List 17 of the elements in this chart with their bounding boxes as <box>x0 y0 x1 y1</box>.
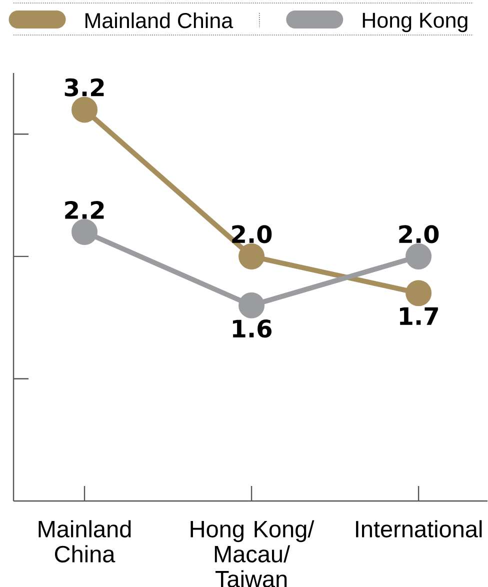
point <box>238 292 265 318</box>
point <box>406 280 432 306</box>
data-label: 1.7 <box>400 307 438 325</box>
legend-label: Hong Kong <box>363 12 468 32</box>
x-tick-label: International <box>356 520 482 538</box>
point <box>238 243 265 270</box>
x-tick-label: Mainland China <box>38 520 131 562</box>
x-tick-label: Hong Kong/ Macau/ Taiwan <box>190 520 314 587</box>
data-label: 2.2 <box>65 200 104 219</box>
legend-label: Mainland China <box>86 12 234 28</box>
data-label: 3.2 <box>65 78 104 96</box>
data-label: 2.0 <box>399 225 439 244</box>
point <box>406 243 432 270</box>
data-label: 2.0 <box>232 225 272 244</box>
point <box>72 96 98 123</box>
point <box>72 218 98 245</box>
data-label: 1.6 <box>233 320 272 338</box>
